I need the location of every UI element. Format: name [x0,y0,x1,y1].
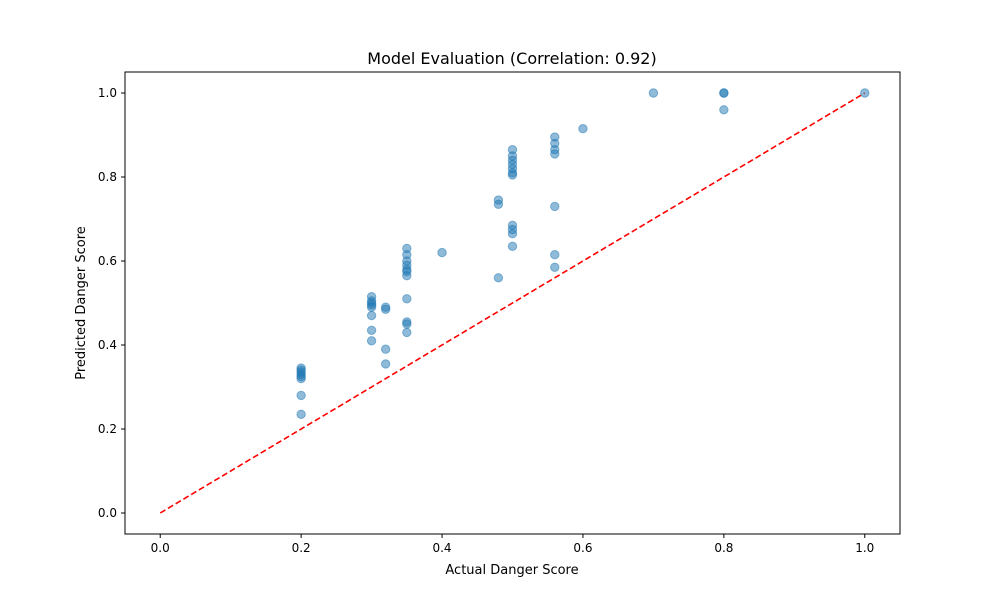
data-point-18 [380,344,391,354]
data-point-29 [402,319,412,329]
data-point-56 [719,88,729,98]
x-tick-label: 1.0 [855,541,874,555]
x-tick-label: 0.0 [151,541,170,555]
data-point-13 [366,310,377,321]
data-point-41 [507,170,518,180]
data-point-45 [507,241,518,252]
x-axis-label: Actual Danger Score [445,563,578,578]
x-tick-label: 0.2 [292,541,311,555]
y-tick-label: 0.8 [98,170,117,184]
data-point-34 [493,273,504,283]
data-point-5 [296,373,306,384]
data-point-6 [296,390,306,401]
points-layer [296,88,870,419]
y-tick-label: 0.4 [98,338,117,352]
plot-area [159,88,870,514]
data-point-54 [648,88,659,98]
data-point-33 [493,199,504,210]
data-point-52 [550,262,560,272]
data-point-31 [437,247,447,258]
data-point-26 [402,271,412,281]
data-point-58 [860,88,870,98]
data-point-51 [550,250,560,260]
reference-line-layer [159,92,866,514]
y-tick-label: 0.6 [98,254,117,268]
x-tick-label: 0.4 [432,541,451,555]
data-point-49 [550,149,560,159]
data-point-19 [380,359,391,369]
y-axis: 0.0 0.2 0.4 0.6 0.8 1.0 [98,86,125,520]
data-point-17 [380,304,391,314]
data-point-14 [366,325,377,335]
data-point-44 [507,229,518,239]
data-point-27 [402,294,412,304]
y-tick-label: 1.0 [98,86,117,100]
chart-title: Model Evaluation (Correlation: 0.92) [367,49,656,68]
data-point-57 [719,105,729,115]
y-tick-label: 0.2 [98,422,117,436]
reference-line [159,92,866,514]
x-axis: 0.0 0.2 0.4 0.6 0.8 1.0 [151,534,874,555]
x-tick-label: 0.8 [714,541,733,555]
data-point-12 [366,302,377,312]
plot-frame [124,71,901,535]
data-point-50 [550,201,560,212]
data-point-53 [578,124,588,134]
y-axis-label: Predicted Danger Score [74,226,89,380]
data-point-30 [402,327,412,338]
x-tick-label: 0.6 [573,541,592,555]
data-point-15 [366,336,377,346]
y-tick-label: 0.0 [98,506,117,520]
data-point-7 [296,409,306,419]
